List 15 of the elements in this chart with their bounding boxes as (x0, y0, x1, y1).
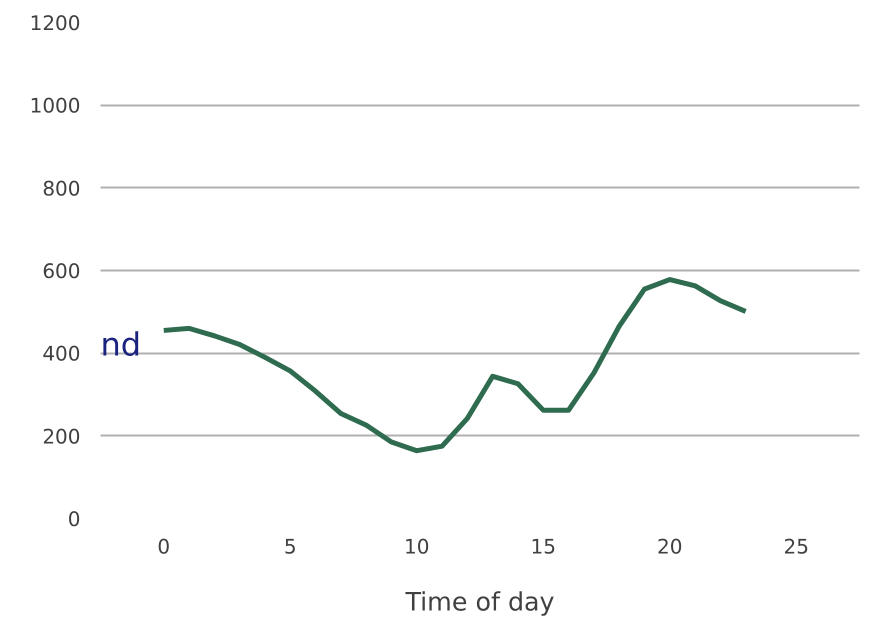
x-tick-label: 0 (157, 534, 170, 558)
y-tick-label: 200 (42, 424, 81, 448)
x-tick-label: 20 (657, 534, 682, 558)
x-tick-label: 5 (284, 534, 297, 558)
y-tick-label: 1000 (30, 94, 81, 118)
x-tick-label: 10 (404, 534, 430, 558)
x-axis-title: Time of day (404, 586, 555, 616)
x-tick-label: 15 (530, 534, 556, 558)
y-tick-label: 600 (42, 259, 81, 283)
x-tick-label: 25 (784, 534, 809, 558)
annotation: nd (100, 326, 142, 364)
y-tick-label: 0 (68, 507, 81, 531)
y-tick-label: 1200 (30, 11, 81, 35)
y-tick-label: 400 (42, 342, 81, 366)
y-tick-label: 800 (42, 176, 81, 200)
